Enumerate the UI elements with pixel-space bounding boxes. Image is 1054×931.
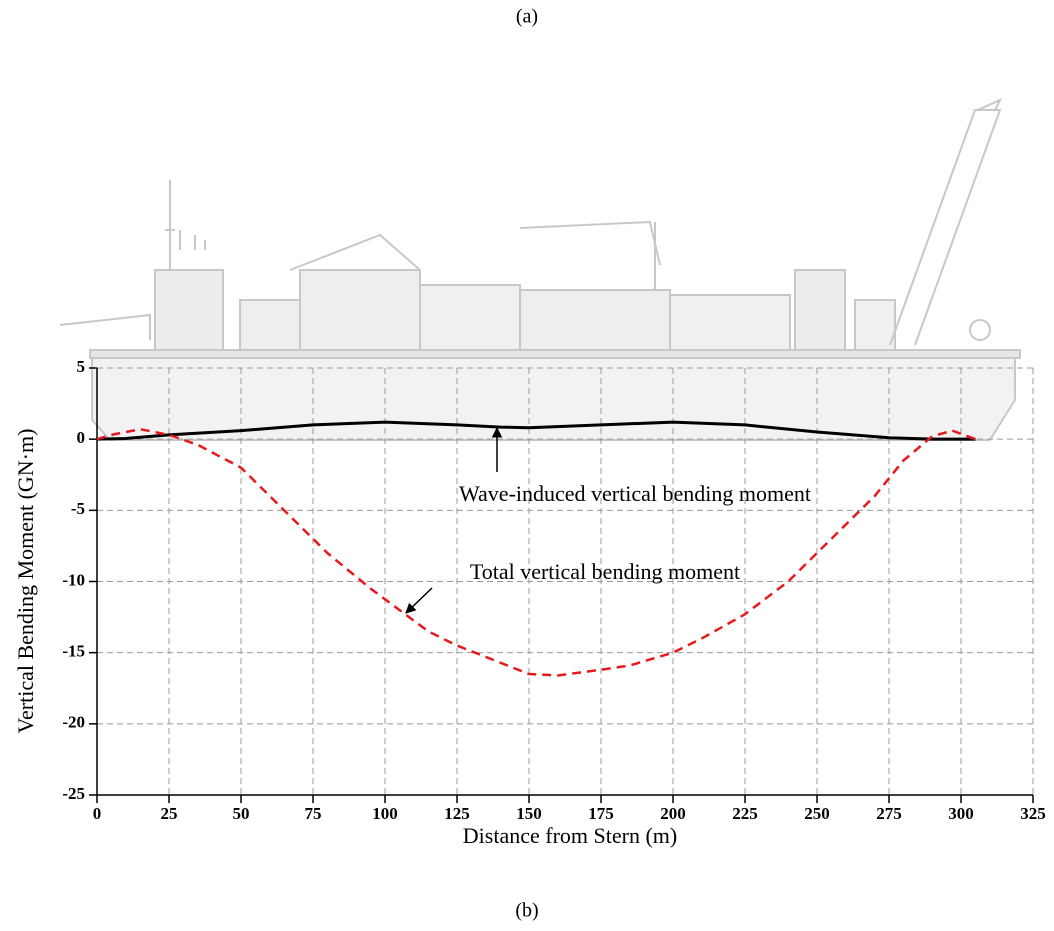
y-axis-title: Vertical Bending Moment (GN·m) <box>13 429 38 734</box>
x-tick-label: 50 <box>233 804 250 823</box>
y-tick-label: -10 <box>62 570 85 589</box>
x-tick-label: 100 <box>372 804 398 823</box>
x-axis-title: Distance from Stern (m) <box>463 823 677 848</box>
x-tick-label: 150 <box>516 804 542 823</box>
panel-label: (a) <box>516 6 538 28</box>
x-tick-label: 250 <box>804 804 830 823</box>
x-tick-label: 225 <box>732 804 758 823</box>
x-tick-label: 325 <box>1020 804 1046 823</box>
y-tick-label: 0 <box>77 428 86 447</box>
x-tick-label: 25 <box>161 804 178 823</box>
y-tick-label: -15 <box>62 642 85 661</box>
series-line <box>96 427 976 677</box>
y-tick-label: 5 <box>77 357 86 376</box>
ship-drawing <box>59 97 1021 441</box>
y-tick-label: -25 <box>62 784 85 803</box>
series-line <box>96 420 976 441</box>
x-tick-label: 200 <box>660 804 686 823</box>
annotation-arrow <box>405 587 433 614</box>
x-tick-label: 125 <box>444 804 470 823</box>
x-tick-label: 75 <box>305 804 322 823</box>
x-tick-label: 275 <box>876 804 902 823</box>
panel-label: (b) <box>515 900 538 922</box>
legend-label: Wave-induced vertical bending moment <box>459 481 811 506</box>
legend-label: Total vertical bending moment <box>470 559 740 584</box>
y-tick-label: -5 <box>71 499 85 518</box>
x-tick-label: 300 <box>948 804 974 823</box>
y-tick-label: -20 <box>62 713 85 732</box>
x-tick-label: 0 <box>93 804 102 823</box>
x-tick-label: 175 <box>588 804 614 823</box>
